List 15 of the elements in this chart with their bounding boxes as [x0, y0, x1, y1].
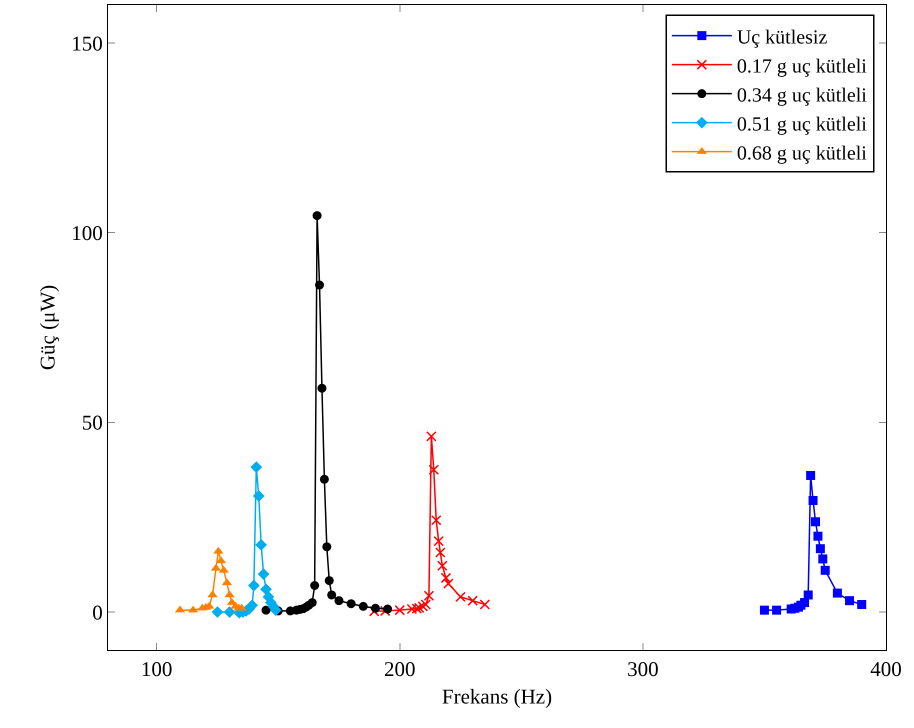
legend-label: Uç kütlesiz — [736, 26, 828, 48]
y-tick-label: 50 — [82, 410, 103, 435]
x-tick-label: 100 — [140, 657, 172, 682]
y-tick-label: 0 — [92, 600, 103, 624]
legend-label: 0.68 g uç kütleli — [736, 142, 868, 164]
x-tick-label: 300 — [627, 657, 659, 682]
y-tick-label: 150 — [71, 31, 103, 56]
x-tick-label: 400 — [870, 657, 902, 682]
x-tick-label: 200 — [384, 657, 416, 682]
legend-label: 0.51 g uç kütleli — [736, 113, 868, 136]
legend-label: 0.34 g uç kütleli — [736, 84, 868, 106]
x-axis-title: Frekans (Hz) — [442, 684, 552, 708]
legend-label: 0.17 g uç kütleli — [736, 55, 868, 78]
y-tick-label: 100 — [71, 221, 103, 245]
y-axis-title: Güç (μW) — [35, 284, 60, 370]
